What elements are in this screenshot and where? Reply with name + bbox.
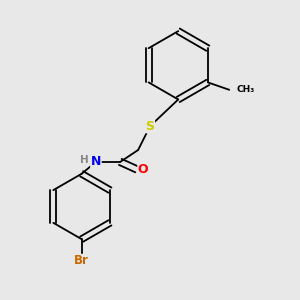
Text: H: H (80, 155, 88, 165)
Text: O: O (138, 163, 148, 176)
Text: S: S (146, 120, 154, 133)
Text: N: N (91, 155, 101, 168)
Text: CH₃: CH₃ (237, 85, 255, 94)
Text: Br: Br (74, 254, 89, 267)
